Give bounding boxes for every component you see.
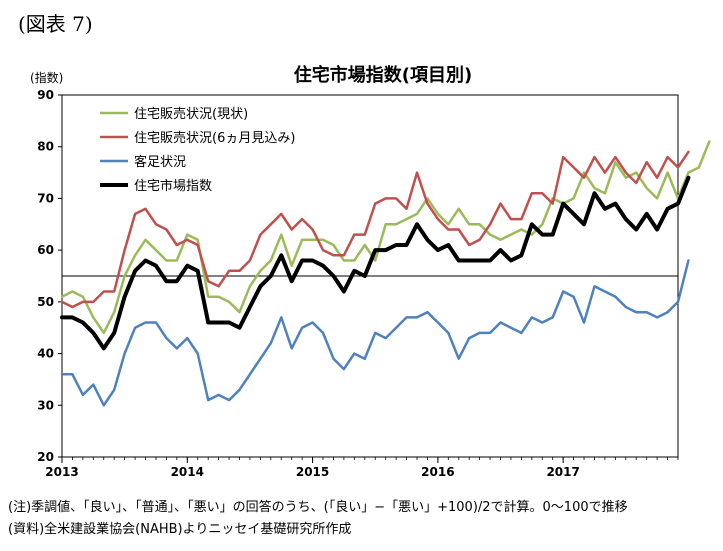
- legend-label: 住宅販売状況(6ヵ月見込み): [134, 130, 295, 146]
- footnote-calculation: (注)季調値、「良い」、「普通」、「悪い」の回答のうち、(「良い」−「悪い」+1…: [8, 500, 628, 515]
- series-lines: [60, 140, 711, 407]
- y-tick-label: 50: [37, 295, 54, 309]
- y-tick-label: 40: [37, 347, 54, 361]
- x-tick-label: 2014: [171, 465, 204, 479]
- y-tick-label: 20: [37, 450, 54, 464]
- legend-label: 住宅市場指数: [134, 178, 212, 194]
- x-tick-label: 2013: [45, 465, 78, 479]
- y-axis-label: (指数): [30, 70, 63, 85]
- legend-label: 客足状況: [134, 154, 186, 170]
- y-tick-label: 80: [37, 140, 54, 154]
- footnote-source: (資料)全米建設業協会(NAHB)よりニッセイ基礎研究所作成: [8, 522, 352, 537]
- series-line-3: [60, 259, 690, 407]
- y-tick-label: 60: [37, 243, 54, 257]
- y-tick-label: 90: [37, 88, 54, 102]
- y-tick-label: 30: [37, 398, 54, 412]
- x-tick-label: 2017: [546, 465, 579, 479]
- figure-label: (図表 7): [18, 12, 93, 36]
- series-line-4: [60, 175, 691, 351]
- legend-label: 住宅販売状況(現状): [134, 106, 248, 122]
- axes: 20 30 40 50 60 70 80 90 2013 2014 2015 2016 2017: [37, 88, 679, 479]
- x-tick-label: 2016: [421, 465, 454, 479]
- series-line-2: [60, 150, 690, 309]
- chart-title: 住宅市場指数(項目別): [294, 64, 472, 86]
- series-line-1: [60, 140, 711, 335]
- y-tick-label: 70: [37, 191, 54, 205]
- x-tick-label: 2015: [296, 465, 329, 479]
